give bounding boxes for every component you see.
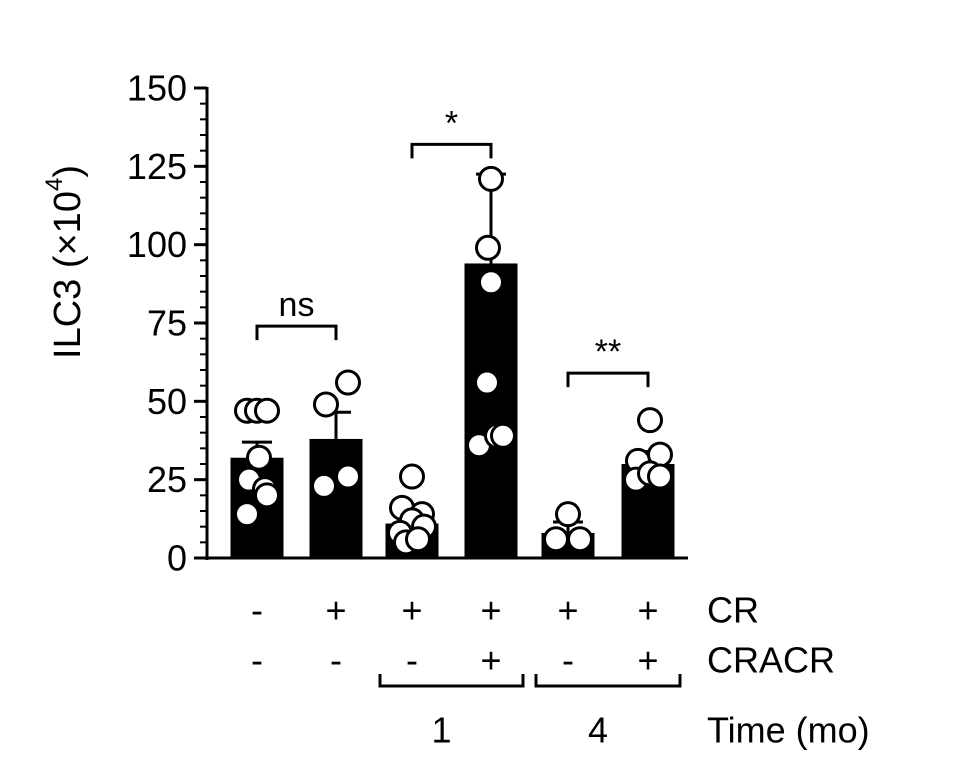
time-row-label: Time (mo) [707,710,870,751]
cracr-condition-label: + [637,640,658,681]
cr-condition-label: + [325,590,346,631]
significance-label: ** [595,333,621,371]
y-tick-label: 50 [147,381,187,422]
data-points [234,165,673,556]
cr-condition-label: + [401,590,422,631]
y-axis-label-main: ILC3 (×10 [47,191,89,359]
significance-bracket [410,142,493,159]
data-point [335,369,361,396]
data-point [567,526,593,553]
cracr-condition-label: + [480,640,501,681]
cr-condition-label: + [557,590,578,631]
y-axis-label-close: ) [47,165,89,178]
data-point [234,501,260,528]
data-point [405,526,431,553]
y-tick-label: 25 [147,459,187,500]
time-group-bracket [534,674,682,688]
data-point [311,472,337,499]
cracr-condition-label: - [562,640,574,681]
condition-labels: - - + - + - + + + - + + CR CRACR Time (mo) 1 4 [251,590,870,751]
y-tick-label: 125 [127,146,187,187]
data-point [478,269,504,296]
data-point [246,444,272,471]
data-point [478,165,504,192]
y-tick-label: 75 [147,303,187,344]
data-point [313,391,339,418]
data-point [474,369,500,396]
y-axis-label: ILC3 (×104) [41,165,90,359]
data-point [543,526,569,553]
data-point [475,234,501,261]
data-point [637,407,663,434]
significance-label: * [445,104,458,142]
y-tick-label: 0 [167,538,187,579]
y-tick-label: 100 [127,224,187,265]
cracr-row-label: CRACR [707,640,835,681]
cracr-condition-label: - [251,640,263,681]
time-group-label: 1 [431,710,451,751]
bar [309,438,363,558]
cr-condition-label: + [637,590,658,631]
data-point [647,463,673,490]
time-group-bracket [378,674,525,688]
cracr-condition-label: - [406,640,418,681]
data-point [399,463,425,490]
cr-condition-label: - [251,590,263,631]
data-point [335,463,361,490]
y-tick-label: 150 [127,68,187,109]
significance-label: ns [279,286,315,324]
significance-bracket [255,324,338,341]
time-group-label: 4 [588,710,608,751]
data-point [555,501,581,528]
cr-row-label: CR [707,590,759,631]
bar [464,263,518,558]
data-point [254,482,280,509]
data-point [490,422,516,449]
significance-brackets: ns*** [255,104,650,388]
significance-bracket [566,371,650,388]
cracr-condition-label: - [330,640,342,681]
y-axis-label-superscript: 4 [41,178,68,191]
cr-condition-label: + [480,590,501,631]
data-point [254,397,280,424]
y-axis: 0 25 50 75 100 125 150 [127,68,688,579]
